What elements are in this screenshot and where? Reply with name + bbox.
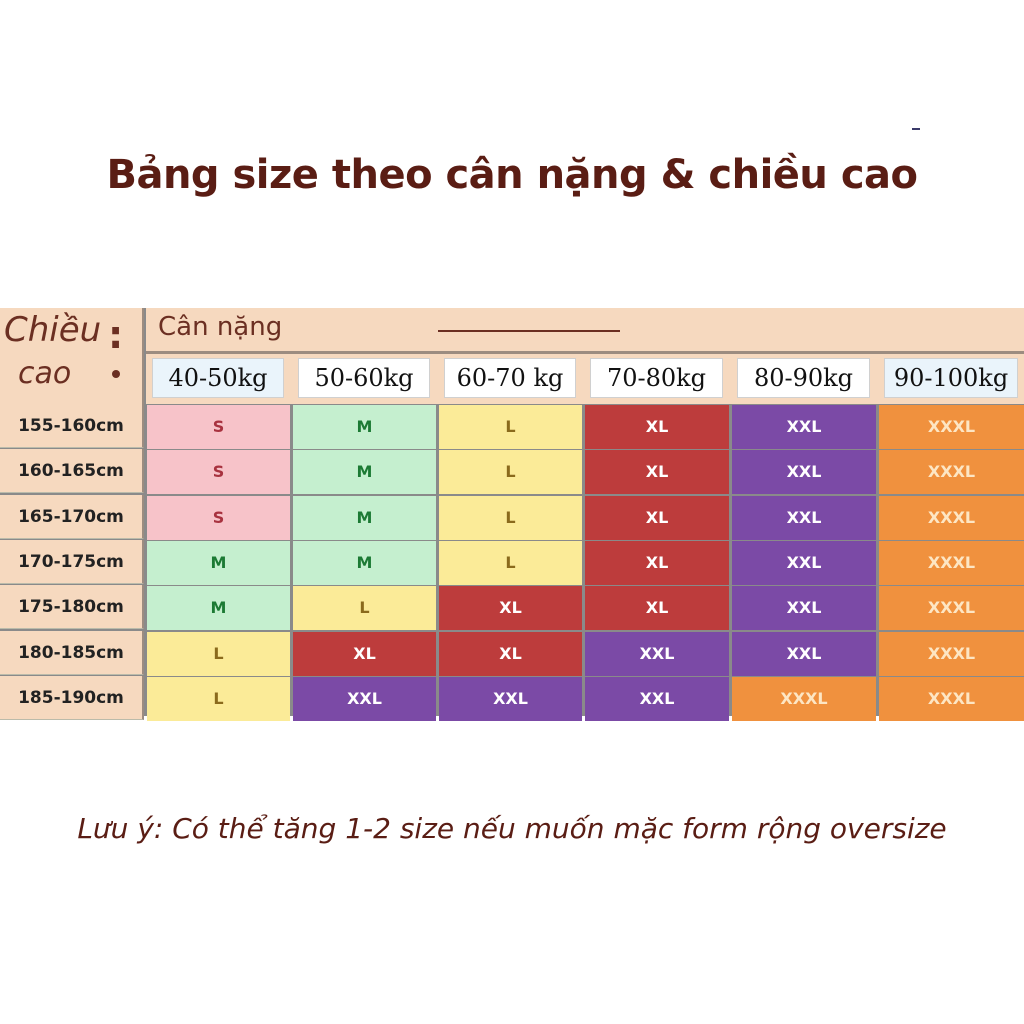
height-row-header: 185-190cm	[0, 676, 144, 720]
height-row-header: 160-165cm	[0, 449, 144, 493]
weight-row: 40-50kg 50-60kg 60-70 kg 70-80kg 80-90kg 90-1…	[146, 354, 1024, 404]
size-cell: XL	[585, 405, 729, 449]
height-row-header: 170-175cm	[0, 540, 144, 584]
size-cell: XXL	[585, 632, 729, 676]
size-cell: S	[147, 450, 290, 494]
size-cell: M	[293, 405, 436, 449]
height-row-header: 180-185cm	[0, 631, 144, 675]
size-cell: M	[147, 586, 290, 630]
weight-column-header: 90-100kg	[884, 358, 1018, 398]
size-cell: S	[147, 405, 290, 449]
height-row-header: 175-180cm	[0, 585, 144, 629]
size-cell: M	[293, 541, 436, 585]
size-cell: XXL	[732, 586, 876, 630]
weight-column-header: 80-90kg	[737, 358, 870, 398]
size-cell: XL	[585, 496, 729, 540]
size-cell: XXL	[293, 677, 436, 721]
size-cell: XXXL	[879, 632, 1024, 676]
weight-column-header: 40-50kg	[152, 358, 284, 398]
height-row-header: 165-170cm	[0, 495, 144, 539]
size-cell: XXXL	[879, 677, 1024, 721]
height-label-line1: Chiều	[4, 310, 102, 350]
size-cell: S	[147, 496, 290, 540]
weight-column-header: 60-70 kg	[444, 358, 576, 398]
height-label-line2: cao	[18, 356, 72, 391]
weight-column-header: 70-80kg	[590, 358, 723, 398]
size-cell: XXXL	[879, 450, 1024, 494]
size-cell: XXXL	[879, 496, 1024, 540]
weight-label-line	[438, 330, 620, 332]
size-cell: XXL	[732, 541, 876, 585]
size-cell: XXXL	[879, 541, 1024, 585]
size-cell: XXL	[732, 632, 876, 676]
size-cell: L	[439, 541, 582, 585]
size-cell: XL	[439, 586, 582, 630]
size-cell: XXXL	[879, 405, 1024, 449]
size-cell: L	[147, 677, 290, 721]
size-cell: M	[147, 541, 290, 585]
size-cell: XXL	[585, 677, 729, 721]
size-cell: XL	[293, 632, 436, 676]
size-cell: L	[439, 450, 582, 494]
size-cell: XXL	[732, 450, 876, 494]
size-cell: XL	[585, 541, 729, 585]
size-chart-table: Chiều cao : Cân nặng 40-50kg 50-60kg 60-70…	[0, 308, 1024, 721]
size-cell: XXL	[439, 677, 582, 721]
height-header: Chiều cao :	[0, 308, 144, 404]
size-cell: XXXL	[732, 677, 876, 721]
weight-header: Cân nặng	[146, 308, 1024, 354]
size-cell: L	[439, 496, 582, 540]
weight-column-header: 50-60kg	[298, 358, 430, 398]
size-cell: XL	[585, 450, 729, 494]
height-row-header: 155-160cm	[0, 404, 144, 448]
size-cell: L	[439, 405, 582, 449]
size-cell: M	[293, 450, 436, 494]
size-cell: XL	[439, 632, 582, 676]
size-cell: M	[293, 496, 436, 540]
size-cell: L	[293, 586, 436, 630]
size-cell: XXL	[732, 405, 876, 449]
size-cell: XL	[585, 586, 729, 630]
size-cell: L	[147, 632, 290, 676]
colon-mark: :	[108, 313, 124, 357]
footnote: Lưu ý: Có thể tăng 1-2 size nếu muốn mặc…	[77, 812, 947, 845]
dot-mark	[112, 370, 120, 378]
weight-label: Cân nặng	[158, 312, 283, 342]
stray-mark	[912, 128, 920, 130]
size-cell: XXL	[732, 496, 876, 540]
size-cell: XXXL	[879, 586, 1024, 630]
page-title: Bảng size theo cân nặng & chiều cao	[106, 152, 918, 198]
